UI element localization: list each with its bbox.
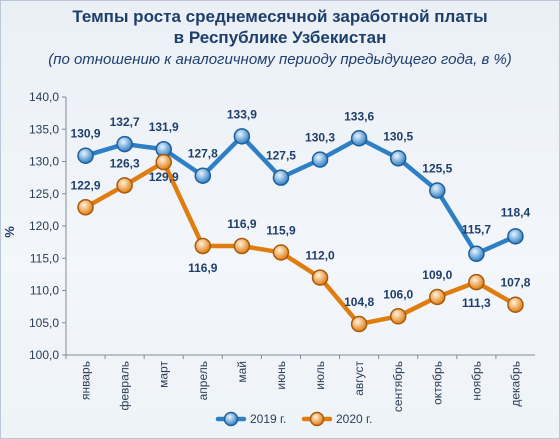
legend-label: 2019 г. [250,412,286,426]
chart-title-line-2: в Республике Узбекистан [173,28,387,47]
data-label: 129,9 [149,170,179,184]
data-label: 106,0 [383,287,413,301]
data-point [233,128,251,145]
y-tick-label: 100,0 [29,348,59,362]
data-label: 130,3 [305,131,335,145]
x-tick-label: август [352,361,366,396]
series-line-1 [83,134,518,256]
data-point [350,315,368,333]
data-label: 116,9 [188,261,218,275]
data-label: 133,9 [227,107,257,121]
data-label: 115,9 [266,223,296,237]
data-point [77,199,94,216]
x-tick-label: июль [313,361,327,390]
x-tick-label: декабрь [508,361,522,407]
y-tick-label: 125,0 [29,187,59,201]
y-tick-label: 140,0 [29,90,59,104]
x-tick-label: ноябрь [469,361,483,401]
data-point [389,308,407,325]
data-label: 112,0 [305,249,335,263]
data-point [194,167,212,184]
data-point [350,130,368,147]
data-point [311,269,329,286]
data-label: 130,5 [383,129,413,143]
data-label: 104,8 [344,295,374,309]
legend-swatch-marker [223,411,239,427]
data-point [468,245,485,262]
data-point [311,151,329,168]
x-tick-label: июнь [274,361,288,390]
data-point [389,150,407,167]
data-label: 107,8 [500,276,530,290]
data-point [272,169,290,186]
data-point [429,288,446,306]
x-tick-label: январь [79,361,93,400]
y-tick-label: 115,0 [30,251,59,265]
x-tick-label: октябрь [430,361,444,405]
series-line-2 [83,159,518,327]
chart-title-line-1: Темпы роста среднемесячной заработной пл… [72,7,488,26]
data-point [233,237,251,255]
legend-label: 2020 г. [336,412,372,426]
y-axis-label: % [2,226,17,238]
data-point [468,273,485,291]
data-label: 122,9 [71,178,101,192]
data-point [194,237,212,255]
data-label: 132,7 [110,115,140,129]
chart-title-block: Темпы роста среднемесячной заработной пл… [0,6,560,70]
y-tick-label: 110,0 [30,284,59,298]
data-label: 116,9 [227,217,257,231]
data-point [155,153,172,171]
data-label: 115,7 [462,223,492,237]
data-point [507,228,524,245]
data-point [429,182,446,199]
data-point [272,244,290,261]
data-label: 127,5 [266,149,296,163]
data-label: 131,9 [149,120,179,134]
data-label: 125,5 [422,162,452,176]
x-tick-label: сентябрь [391,361,405,412]
x-tick-label: апрель [196,361,210,400]
y-tick-label: 135,0 [29,122,59,136]
data-label: 118,4 [501,205,531,219]
data-label: 109,0 [422,268,452,282]
x-tick-label: март [157,361,171,388]
data-label: 126,3 [110,156,140,170]
y-tick-label: 120,0 [29,219,59,233]
data-label: 127,8 [188,147,218,161]
data-label: 111,3 [462,296,491,310]
data-point [507,296,524,313]
x-tick-label: май [235,361,249,383]
x-tick-label: февраль [118,361,132,411]
y-tick-label: 105,0 [29,316,59,330]
chart-subtitle: (по отношению к аналогичному периоду пре… [48,51,512,68]
data-label: 130,9 [71,127,101,141]
data-point [77,147,94,164]
data-label: 133,6 [344,109,374,123]
data-point [116,177,133,194]
legend-swatch-marker [309,411,325,427]
data-point [116,135,133,153]
y-tick-label: 130,0 [29,155,59,169]
